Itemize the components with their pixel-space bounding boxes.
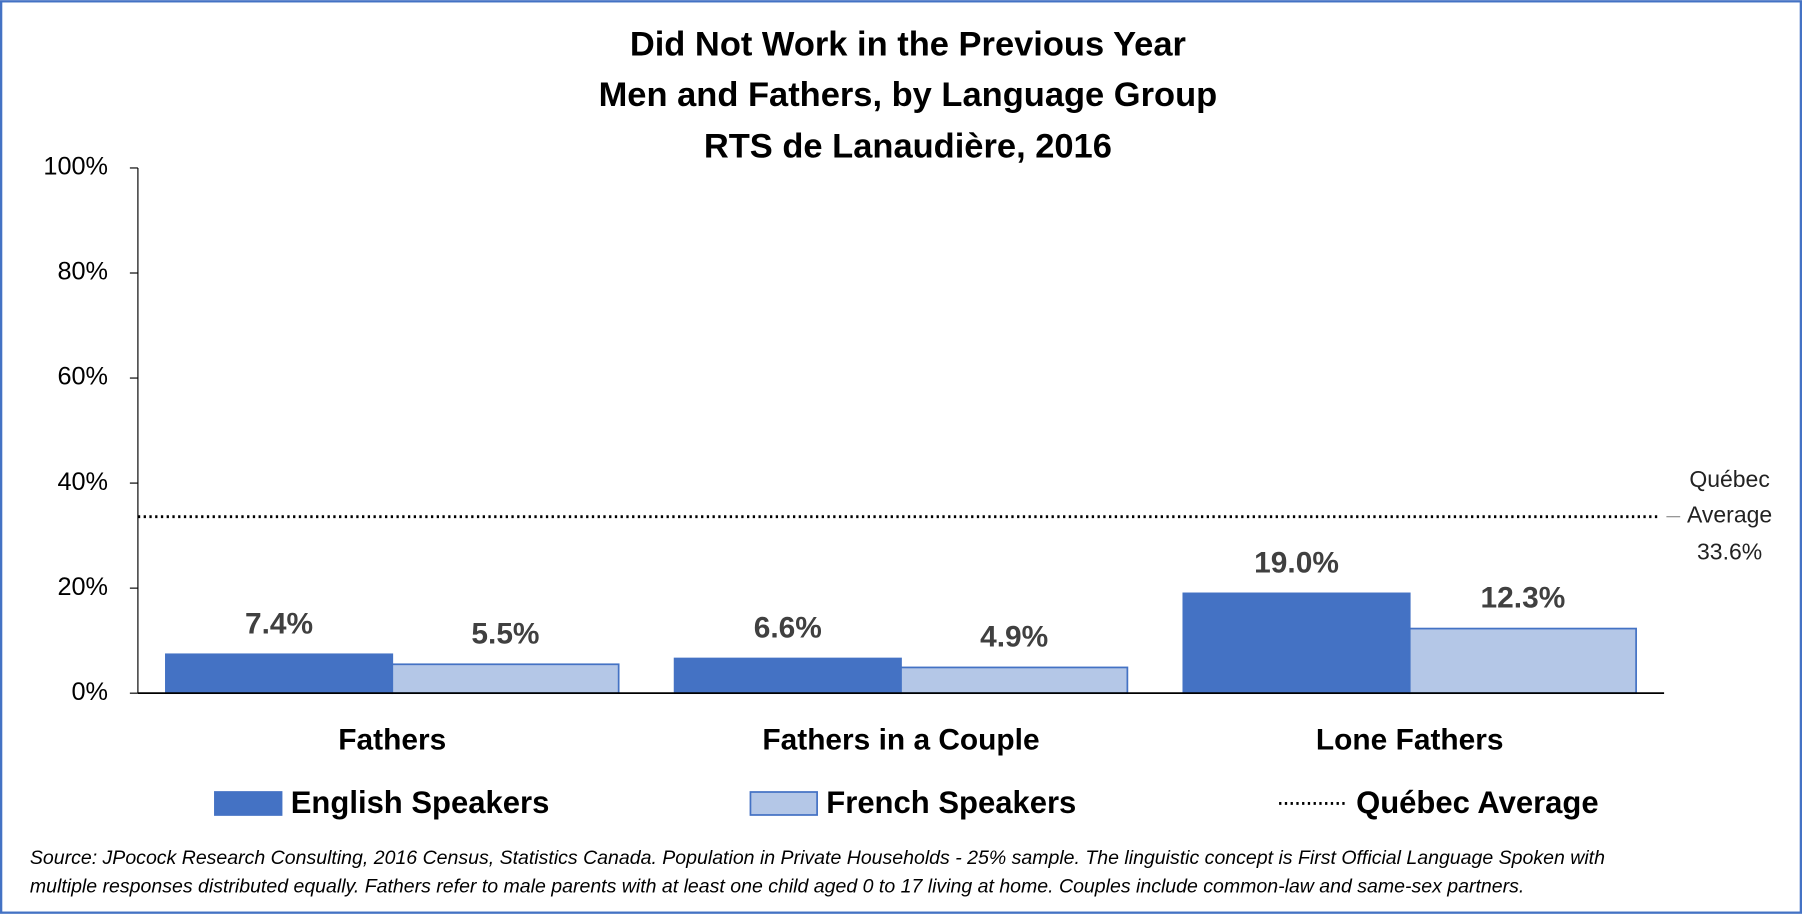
legend-swatch (214, 791, 283, 816)
source-note: multiple responses distributed equally. … (30, 876, 1524, 898)
value-label: 6.6% (754, 612, 822, 645)
chart-title: Men and Fathers, by Language Group (599, 76, 1218, 114)
value-label: 7.4% (245, 607, 313, 640)
x-tick-label: Fathers (338, 723, 446, 756)
reference-value-label: 33.6% (1697, 539, 1762, 565)
legend-label: French Speakers (826, 785, 1076, 820)
reference-label-line: Average (1687, 502, 1772, 528)
value-label: 5.5% (471, 617, 539, 650)
y-tick-label: 60% (57, 363, 108, 391)
chart-title: Did Not Work in the Previous Year (630, 25, 1186, 63)
chart-title: RTS de Lanaudière, 2016 (704, 128, 1112, 166)
value-label: 19.0% (1254, 547, 1339, 580)
bar (391, 663, 620, 695)
reference-label: Québec Average (1687, 466, 1772, 528)
source-note: Source: JPocock Research Consulting, 201… (30, 847, 1605, 869)
x-tick-label: Lone Fathers (1316, 723, 1504, 756)
y-tick-label: 100% (43, 153, 108, 181)
bar (165, 653, 394, 695)
legend-swatch (749, 791, 818, 816)
y-tick-label: 0% (71, 678, 108, 706)
bar (673, 657, 902, 695)
y-tick-label: 40% (57, 468, 108, 496)
value-label: 12.3% (1481, 582, 1566, 615)
reference-label-line: Québec (1689, 466, 1769, 492)
y-tick-label: 80% (57, 258, 108, 286)
bar (1408, 627, 1637, 695)
y-tick-label: 20% (57, 573, 108, 601)
legend-label: Québec Average (1356, 785, 1599, 820)
bar (1182, 592, 1411, 695)
value-label: 4.9% (980, 621, 1048, 654)
x-tick-label: Fathers in a Couple (762, 723, 1039, 756)
bar (900, 666, 1129, 695)
legend-label: English Speakers (291, 785, 550, 820)
